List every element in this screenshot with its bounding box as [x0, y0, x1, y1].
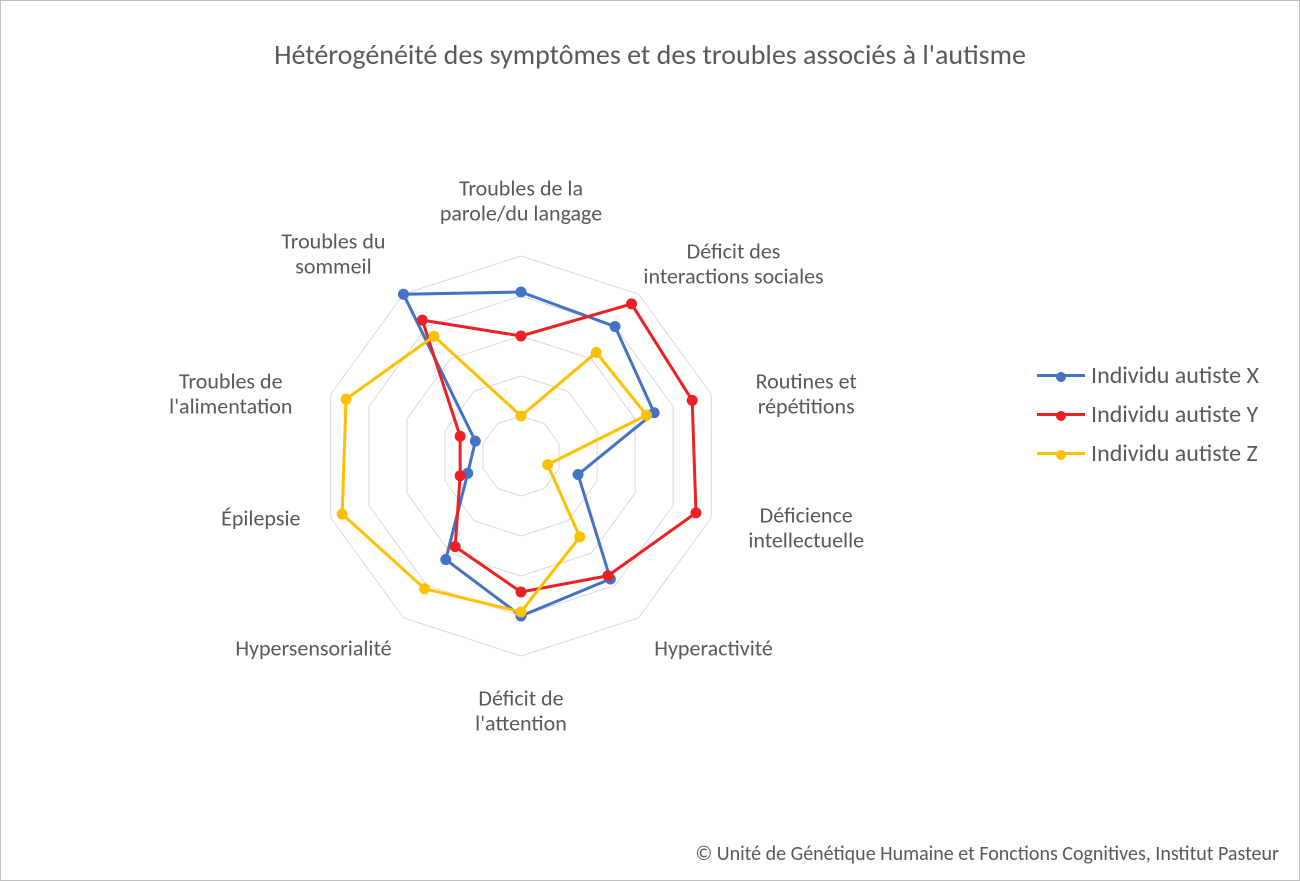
- axis-label: Hyperactivité: [654, 635, 773, 660]
- axis-label: Troubles de la parole/du langage: [440, 176, 602, 227]
- axis-label: Déficit des interactions sociales: [643, 239, 823, 290]
- grid-ring: [483, 416, 559, 496]
- series-marker: [337, 509, 347, 519]
- axis-label: Épilepsie: [221, 505, 300, 530]
- axis-label: Déficit de l'attention: [475, 686, 567, 737]
- legend: Individu autiste X Individu autiste Y Indi…: [1037, 351, 1259, 478]
- series-marker: [455, 431, 465, 441]
- series-marker: [429, 331, 439, 341]
- legend-swatch: [1037, 413, 1085, 416]
- series-marker: [441, 555, 451, 565]
- series-marker: [543, 460, 553, 470]
- series-marker: [687, 395, 697, 405]
- axis-label: Déficience intellectuelle: [748, 503, 864, 554]
- series-marker: [417, 315, 427, 325]
- series-marker: [516, 411, 526, 421]
- legend-label: Individu autiste X: [1091, 361, 1259, 390]
- radar-chart: Troubles de la parole/du langage Déficit …: [61, 96, 981, 816]
- series-marker: [691, 508, 701, 518]
- axis-label: Troubles du sommeil: [281, 229, 385, 280]
- series-marker: [420, 584, 430, 594]
- series-marker: [627, 299, 637, 309]
- series-marker: [516, 587, 526, 597]
- legend-swatch: [1037, 452, 1085, 455]
- series-line: [342, 336, 646, 612]
- axis-label: Routines et répétitions: [756, 369, 857, 420]
- grid-ring: [369, 296, 673, 616]
- series-marker: [516, 607, 526, 617]
- series-marker: [455, 471, 465, 481]
- legend-marker-icon: [1056, 372, 1066, 382]
- axis-label: Hypersensorialité: [235, 635, 391, 660]
- copyright-text: © Unité de Génétique Humaine et Fonction…: [696, 842, 1279, 866]
- series-marker: [603, 571, 613, 581]
- series-marker: [470, 436, 480, 446]
- series-marker: [516, 331, 526, 341]
- legend-label: Individu autiste Z: [1091, 439, 1258, 468]
- legend-item: Individu autiste Y: [1037, 400, 1259, 429]
- series-line: [403, 292, 654, 616]
- legend-swatch: [1037, 374, 1085, 377]
- axis-label: Troubles de l'alimentation: [169, 369, 292, 420]
- series-marker: [573, 470, 583, 480]
- legend-label: Individu autiste Y: [1091, 400, 1258, 429]
- grid-ring: [445, 376, 597, 536]
- legend-item: Individu autiste X: [1037, 361, 1259, 390]
- series-marker: [642, 410, 652, 420]
- series-marker: [450, 542, 460, 552]
- series-marker: [341, 394, 351, 404]
- series-marker: [575, 532, 585, 542]
- series-marker: [610, 322, 620, 332]
- chart-container: Hétérogénéité des symptômes et des troub…: [0, 0, 1300, 881]
- legend-marker-icon: [1056, 450, 1066, 460]
- series-marker: [516, 287, 526, 297]
- series-marker: [591, 347, 601, 357]
- series-marker: [398, 289, 408, 299]
- legend-item: Individu autiste Z: [1037, 439, 1259, 468]
- chart-title: Hétérogénéité des symptômes et des troub…: [1, 37, 1299, 72]
- legend-marker-icon: [1056, 411, 1066, 421]
